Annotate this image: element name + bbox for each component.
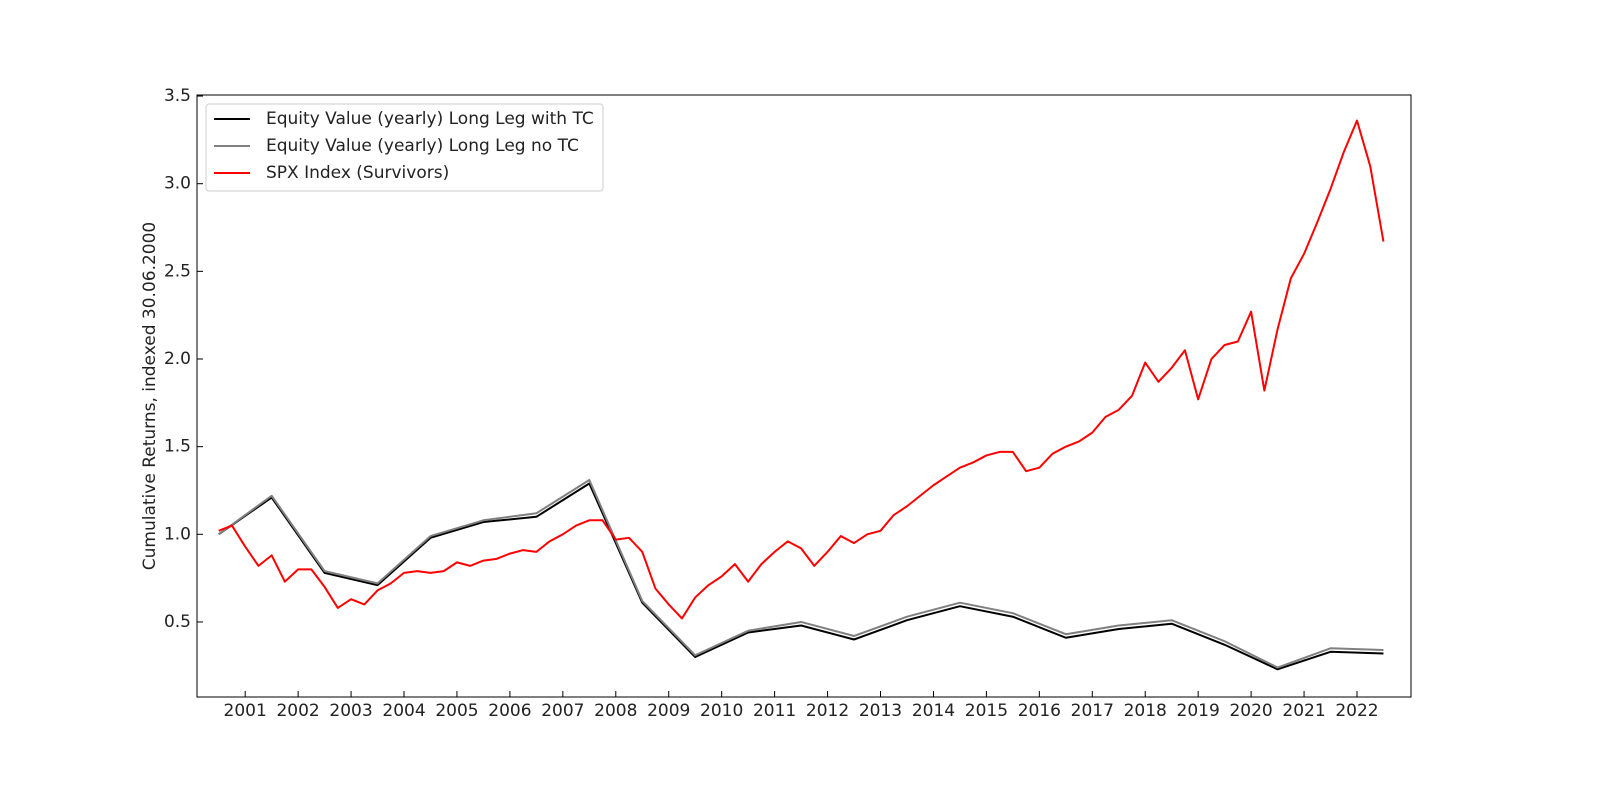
y-tick-label: 1.5 (164, 437, 191, 457)
legend-label: Equity Value (yearly) Long Leg no TC (266, 136, 579, 156)
series-line (218, 482, 1384, 671)
x-tick-label: 2006 (488, 701, 531, 721)
y-tick-label: 1.0 (164, 524, 191, 544)
x-tick-label: 2022 (1335, 701, 1378, 721)
y-axis-label: Cumulative Returns, indexed 30.06.2000 (140, 222, 160, 570)
x-tick-label: 2010 (700, 701, 743, 721)
x-tick-label: 2007 (541, 701, 584, 721)
x-tick-label: 2009 (647, 701, 690, 721)
x-tick-label: 2015 (965, 701, 1008, 721)
x-tick-label: 2020 (1229, 701, 1272, 721)
legend-label: SPX Index (Survivors) (266, 163, 449, 183)
plot-frame (196, 94, 1412, 698)
x-tick-label: 2017 (1071, 701, 1114, 721)
series-line (218, 119, 1385, 620)
legend-label: Equity Value (yearly) Long Leg with TC (266, 109, 594, 129)
series-line (218, 478, 1384, 669)
x-tick-label: 2008 (594, 701, 637, 721)
y-tick-label: 2.5 (164, 261, 191, 281)
x-tick-label: 2005 (435, 701, 478, 721)
x-tick-label: 2011 (753, 701, 796, 721)
x-tick-label: 2016 (1018, 701, 1061, 721)
y-tick-label: 3.5 (164, 86, 191, 106)
x-tick-label: 2012 (806, 701, 849, 721)
x-tick-label: 2002 (276, 701, 319, 721)
legend-box (205, 103, 604, 192)
y-tick-label: 2.0 (164, 349, 191, 369)
x-tick-label: 2018 (1124, 701, 1167, 721)
x-tick-label: 2021 (1282, 701, 1325, 721)
x-tick-label: 2003 (329, 701, 372, 721)
x-tick-label: 2001 (224, 701, 267, 721)
x-tick-label: 2014 (912, 701, 955, 721)
x-tick-label: 2019 (1177, 701, 1220, 721)
x-tick-label: 2013 (859, 701, 902, 721)
y-tick-label: 3.0 (164, 174, 191, 194)
y-tick-label: 0.5 (164, 612, 191, 632)
x-tick-label: 2004 (382, 701, 425, 721)
